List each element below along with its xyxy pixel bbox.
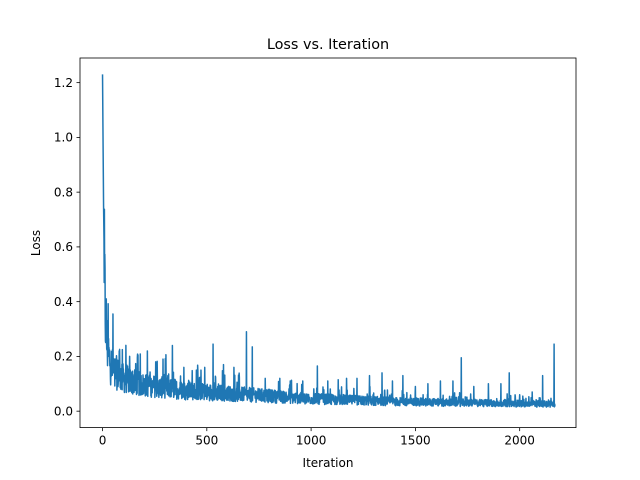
y-tick-label: 0.6: [54, 240, 73, 254]
plot-frame: [79, 57, 577, 429]
y-tick-label: 0.4: [54, 295, 73, 309]
loss-series-line: [101, 74, 556, 408]
y-tick-label: 0.8: [54, 185, 73, 199]
x-tick-label: 500: [195, 434, 218, 448]
series-layer: [101, 74, 556, 408]
y-tick-label: 0.2: [54, 350, 73, 364]
plot-area-background: [80, 58, 576, 428]
y-tick-label: 1.0: [54, 131, 73, 145]
chart-title: Loss vs. Iteration: [267, 37, 389, 53]
ticks-layer: 0 500 1000 1500 2000 0.0 0.2 0.4 0.6 0.8 1.0 1.2: [54, 76, 535, 448]
x-tick-label: 1000: [296, 434, 327, 448]
x-tick-label: 0: [99, 434, 107, 448]
y-tick-label: 0.0: [54, 404, 73, 418]
x-axis-label: Iteration: [303, 456, 354, 470]
x-tick-label: 2000: [504, 434, 535, 448]
y-axis-label: Loss: [29, 230, 43, 256]
x-tick-label: 1500: [400, 434, 431, 448]
y-tick-label: 1.2: [54, 76, 73, 90]
